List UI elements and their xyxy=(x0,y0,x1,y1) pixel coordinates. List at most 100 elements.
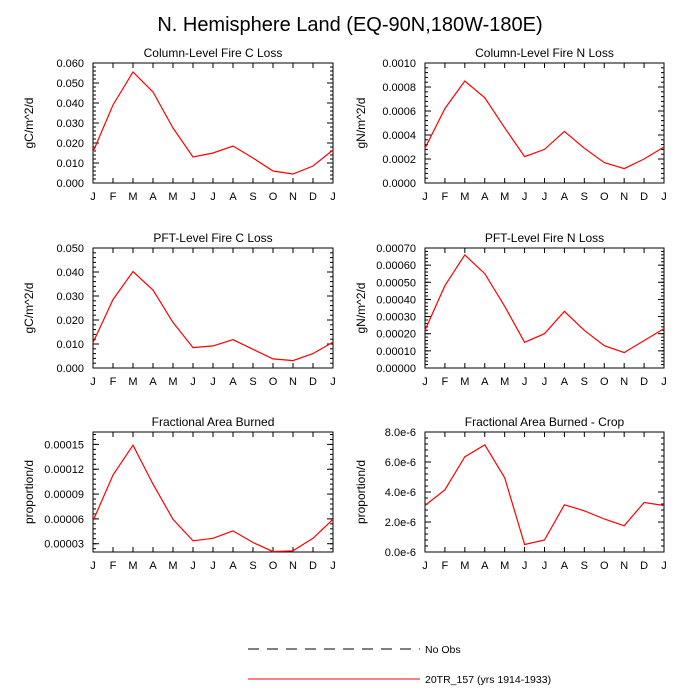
main-title: N. Hemisphere Land (EQ-90N,180W-180E) xyxy=(157,14,543,36)
panel-4-xtick-label: A xyxy=(481,376,489,388)
panel-6-frame xyxy=(424,431,665,553)
panel-6-xtick-label: M xyxy=(500,560,509,572)
panel-2-xtick-label: A xyxy=(561,191,569,203)
panel-1-series-line xyxy=(92,71,334,175)
panel-5-title: Fractional Area Burned xyxy=(152,415,275,429)
panel-5-frame xyxy=(92,431,334,553)
panel-3-xtick-label: A xyxy=(149,376,157,388)
panel-3-xtick-label: M xyxy=(168,376,177,388)
panel-4-title: PFT-Level Fire N Loss xyxy=(485,231,604,245)
panel-2-title: Column-Level Fire N Loss xyxy=(475,46,614,60)
panel-6-ytick-label: 8.0e-6 xyxy=(385,427,416,439)
panel-2-xtick-label: N xyxy=(620,191,628,203)
panel-4-xtick-label: O xyxy=(600,376,609,388)
panel-1-xtick-label: D xyxy=(309,191,317,203)
panel-1-ytick-label: 0.060 xyxy=(56,58,84,70)
panel-5-xtick-label: J xyxy=(90,560,96,572)
panel-4-ytick-label: 0.00000 xyxy=(376,363,416,375)
panel-6-ytick-label: 0.0e-6 xyxy=(385,547,416,559)
panel-6-xtick-label: F xyxy=(442,560,449,572)
panel-3-xtick-label: A xyxy=(229,376,237,388)
panel-5-xtick-label: S xyxy=(249,560,256,572)
panel-5-xtick-label: J xyxy=(210,560,216,572)
panel-2-xtick-label: O xyxy=(600,191,609,203)
panel-3-xtick-label: J xyxy=(210,376,216,388)
panel-1-xtick-label: M xyxy=(168,191,177,203)
panel-6-xtick-label: D xyxy=(640,560,648,572)
panel-5-xtick-label: J xyxy=(190,560,196,572)
panel-5-xtick-label: J xyxy=(330,560,336,572)
panel-1-xtick-label: A xyxy=(149,191,157,203)
legend-label-1: No Obs xyxy=(425,644,461,656)
panel-1-xtick-label: M xyxy=(128,191,137,203)
panel-4-ytick-label: 0.00020 xyxy=(376,329,416,341)
panel-6-xtick-label: J xyxy=(661,560,667,572)
panel-2-series-line xyxy=(424,80,665,170)
legend-label-2: 20TR_157 (yrs 1914-1933) xyxy=(425,674,551,686)
panel-2-xtick-label: J xyxy=(422,191,428,203)
panel-2-xtick-label: S xyxy=(581,191,588,203)
panel-3-ytick-label: 0.030 xyxy=(56,291,84,303)
panel-6-xtick-label: A xyxy=(561,560,569,572)
panel-2-ytick-label: 0.0010 xyxy=(382,58,416,70)
panel-4-ytick-label: 0.00030 xyxy=(376,312,416,324)
panel-4-xtick-label: A xyxy=(561,376,569,388)
panel-3-xtick-label: S xyxy=(249,376,256,388)
panel-5-xtick-label: A xyxy=(229,560,237,572)
panel-6-ytick-label: 2.0e-6 xyxy=(385,517,416,529)
panel-3-xtick-label: J xyxy=(90,376,96,388)
panel-1-xtick-label: J xyxy=(190,191,196,203)
panel-6-title: Fractional Area Burned - Crop xyxy=(465,415,625,429)
panel-3-ytick-label: 0.050 xyxy=(56,243,84,255)
panel-4-xtick-label: J xyxy=(522,376,528,388)
panel-4-xtick-label: J xyxy=(661,376,667,388)
panel-4-xtick-label: J xyxy=(422,376,428,388)
panel-1-xtick-label: S xyxy=(249,191,256,203)
panel-3-xtick-label: M xyxy=(128,376,137,388)
panel-2-xtick-label: M xyxy=(500,191,509,203)
panel-1-ytick-label: 0.000 xyxy=(56,178,84,190)
panel-3-xtick-label: D xyxy=(309,376,317,388)
panel-6-ylabel: proportion/d xyxy=(354,460,368,524)
panel-1-title: Column-Level Fire C Loss xyxy=(144,46,283,60)
panel-2-ytick-label: 0.0002 xyxy=(382,154,416,166)
panel-4-xtick-label: S xyxy=(581,376,588,388)
panel-4-xtick-label: D xyxy=(640,376,648,388)
panel-1-ytick-label: 0.030 xyxy=(56,118,84,130)
panel-4-xtick-label: N xyxy=(620,376,628,388)
panel-3-ytick-label: 0.000 xyxy=(56,363,84,375)
panel-3-ytick-label: 0.020 xyxy=(56,315,84,327)
panel-2-ytick-label: 0.0006 xyxy=(382,106,416,118)
panel-4-ytick-label: 0.00040 xyxy=(376,294,416,306)
panel-2-frame xyxy=(424,62,665,184)
panel-3-xtick-label: F xyxy=(110,376,117,388)
panel-4-ytick-label: 0.00060 xyxy=(376,260,416,272)
panel-3-xtick-label: O xyxy=(269,376,278,388)
panel-6-ytick-label: 6.0e-6 xyxy=(385,457,416,469)
panel-1-xtick-label: J xyxy=(90,191,96,203)
panel-4-xtick-label: F xyxy=(442,376,449,388)
panel-4-ytick-label: 0.00050 xyxy=(376,277,416,289)
panel-1-ytick-label: 0.040 xyxy=(56,98,84,110)
panel-1-ylabel: gC/m^2/d xyxy=(22,98,36,149)
panel-5-xtick-label: M xyxy=(168,560,177,572)
panel-3-ytick-label: 0.040 xyxy=(56,267,84,279)
panel-3-frame xyxy=(92,247,334,369)
panel-5-ytick-label: 0.00006 xyxy=(44,514,84,526)
panel-2-xtick-label: F xyxy=(442,191,449,203)
panel-2-xtick-label: J xyxy=(522,191,528,203)
panel-4-xtick-label: M xyxy=(500,376,509,388)
panel-1-xtick-label: N xyxy=(289,191,297,203)
panel-1-xtick-label: J xyxy=(330,191,336,203)
panel-1-xtick-label: A xyxy=(229,191,237,203)
panel-1-ytick-label: 0.020 xyxy=(56,138,84,150)
panel-1-xtick-label: F xyxy=(110,191,117,203)
panel-1-ytick-label: 0.010 xyxy=(56,158,84,170)
panel-1-frame xyxy=(92,62,334,184)
panel-6-xtick-label: N xyxy=(620,560,628,572)
panel-6-ytick-label: 4.0e-6 xyxy=(385,487,416,499)
panel-5-ylabel: proportion/d xyxy=(22,460,36,524)
panel-6-xtick-label: O xyxy=(600,560,609,572)
panel-2-xtick-label: D xyxy=(640,191,648,203)
